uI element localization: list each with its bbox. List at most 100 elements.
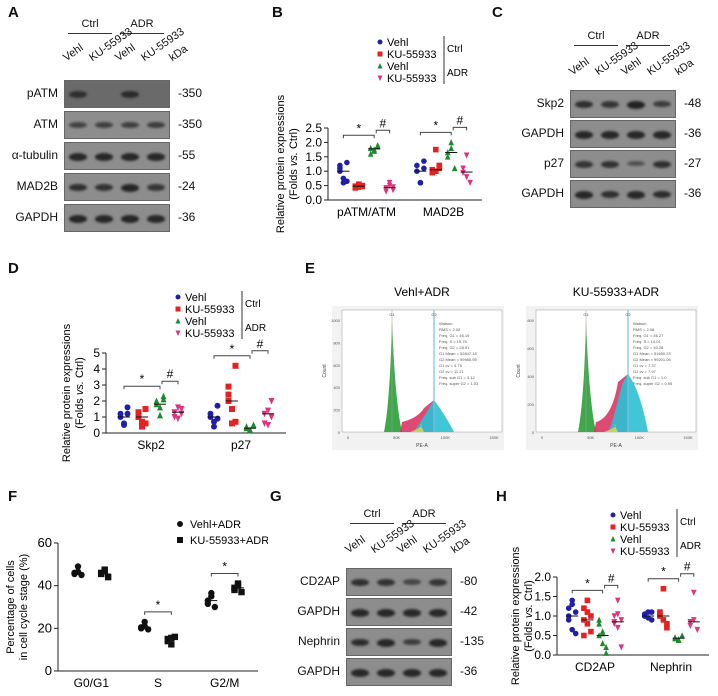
legend-label: Vehl (185, 292, 206, 304)
data-point (175, 330, 181, 336)
blot-row-label: pATM (26, 86, 58, 100)
legend-label: KU-55933+ADR (190, 535, 268, 547)
significance-bracket (210, 573, 239, 577)
yellow-overlap (410, 424, 424, 432)
data-point (584, 621, 591, 627)
data-point (648, 609, 655, 615)
data-point (377, 75, 383, 81)
flow-x-tick: 0 (347, 435, 350, 440)
data-point (664, 624, 670, 631)
panel-label-b: B (272, 4, 283, 21)
x-tick-label: Nephrin (650, 660, 692, 674)
flow-x-tick: 50K (393, 435, 400, 440)
data-point (139, 423, 145, 430)
data-point (610, 536, 616, 542)
kda-marker: -36 (178, 210, 196, 224)
flow-stat: RMS = 2.08 (633, 327, 655, 332)
flow-stat: Watson (633, 321, 646, 326)
y-tick-label: 0.5 (534, 629, 551, 643)
kda-marker: -36 (684, 186, 702, 200)
group-line (350, 523, 394, 524)
data-point (124, 410, 131, 417)
legend-group-ctrl: Ctrl (245, 299, 261, 310)
flow-y-tick: 600 (527, 346, 534, 351)
significance-mark: * (230, 342, 235, 356)
flow-stat: Freq. G2 = 28.91 (439, 345, 470, 350)
data-point (74, 563, 82, 570)
blot-row-label: ATM (33, 117, 58, 131)
data-point (367, 144, 374, 151)
data-point (225, 391, 232, 398)
panel-label-d: D (8, 260, 19, 277)
data-point (175, 294, 181, 300)
data-point (596, 620, 602, 627)
data-point (232, 418, 239, 425)
data-point (117, 410, 124, 417)
blot-band (575, 131, 593, 139)
blot-band (95, 153, 113, 161)
flow-stat: RMS = 2.02 (439, 327, 461, 332)
legend-label: Vehl (185, 316, 206, 328)
blot-strip (346, 598, 452, 626)
blot-band (69, 122, 87, 128)
x-tick-label: p27 (231, 438, 251, 452)
data-point (177, 537, 183, 543)
flow-x-label: PE-A (416, 443, 428, 449)
data-point (168, 634, 175, 642)
blot-strip (346, 628, 452, 656)
gate-label: G1 (583, 312, 589, 317)
flow-y-tick: 0 (532, 430, 535, 435)
y-tick-label: 0.0 (305, 193, 322, 207)
data-point (463, 152, 470, 159)
blot-band (147, 184, 165, 191)
kda-marker: -135 (460, 634, 485, 648)
data-point (615, 611, 621, 618)
flow-stat: Freq. G1 = 46.27 (633, 333, 664, 338)
data-point (618, 617, 625, 624)
data-point (618, 644, 625, 651)
legend-group-ctrl: Ctrl (447, 44, 463, 55)
legend-label: KU-55933 (387, 49, 437, 61)
g1-peak (578, 320, 596, 432)
data-point (268, 398, 275, 405)
data-point (157, 403, 163, 411)
significance-bracket (251, 350, 269, 354)
blot-band (121, 184, 139, 192)
data-point (344, 178, 350, 185)
data-point (265, 422, 271, 429)
flow-y-tick: 0 (338, 430, 341, 435)
legend-group-adr: ADR (447, 68, 468, 79)
flow-x-tick: 50K (587, 435, 594, 440)
panel-label-e: E (305, 260, 316, 277)
blot-band (601, 101, 619, 108)
blot-band (95, 184, 113, 191)
blot-band (403, 639, 421, 646)
gate-label: G2 (431, 312, 437, 317)
data-point (175, 318, 181, 324)
flow-stat: G2 Mean = 99985.95 (439, 357, 477, 362)
data-point (211, 603, 219, 611)
data-point (610, 548, 616, 554)
blot-row-label: GAPDH (15, 210, 58, 224)
significance-bracket (213, 355, 251, 359)
blot-band (95, 215, 113, 223)
blot-band (575, 161, 593, 168)
blot-strip (64, 173, 170, 201)
blot-band (601, 191, 619, 199)
blot-strip (64, 142, 170, 170)
flow-y-label: Count (516, 364, 522, 378)
data-point (377, 63, 383, 69)
data-point (572, 630, 579, 637)
blot-row-label: p27 (543, 156, 564, 170)
significance-mark: * (585, 576, 590, 590)
flow-x-label: PE-A (610, 443, 622, 449)
y-tick-label: 0 (93, 426, 100, 440)
group-label-adr: ADR (636, 30, 660, 42)
blot-band (653, 191, 671, 199)
data-point (231, 586, 238, 594)
data-point (153, 397, 160, 404)
data-point (229, 420, 235, 427)
flow-histogram-ku-adr: KU-55933+ADR 0 200 400 600 800 0 50K 100K 150K PE-… (516, 285, 698, 450)
legend-label: Vehl (620, 534, 641, 546)
data-point (234, 582, 242, 589)
